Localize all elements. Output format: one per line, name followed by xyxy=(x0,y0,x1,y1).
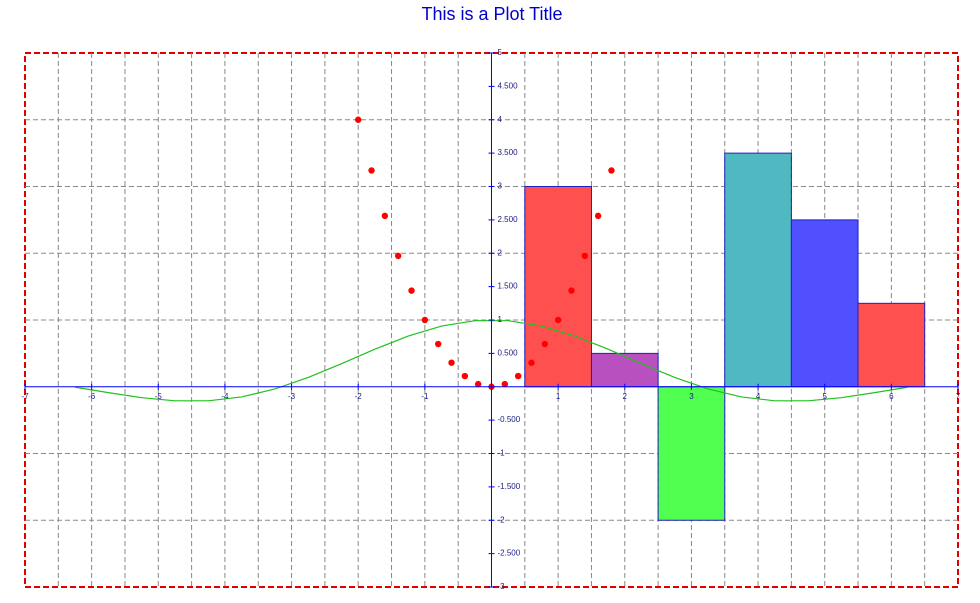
x-tick-label: 6 xyxy=(889,392,894,401)
x-tick-label: 2 xyxy=(623,392,628,401)
y-tick-label: 2 xyxy=(498,248,503,257)
x-tick-label: -5 xyxy=(155,392,163,401)
scatter-point xyxy=(355,116,362,123)
y-tick-label: 3 xyxy=(498,182,503,191)
y-tick-label: -2 xyxy=(498,515,506,524)
chart-title: This is a Plot Title xyxy=(421,4,562,24)
x-tick-label: 7 xyxy=(956,392,961,401)
y-tick-label: 4.500 xyxy=(498,81,519,90)
scatter-point xyxy=(514,372,522,380)
scatter-point xyxy=(541,340,549,348)
x-tick-label: -4 xyxy=(221,392,229,401)
bar xyxy=(657,386,726,521)
scatter-point xyxy=(421,316,429,324)
bar xyxy=(790,219,859,388)
scatter-point xyxy=(448,359,455,366)
scatter-point xyxy=(434,340,442,348)
y-tick-label: 1 xyxy=(498,315,503,324)
y-tick-label: 4 xyxy=(498,115,503,124)
scatter-point xyxy=(461,372,469,380)
y-tick-label: 1.500 xyxy=(498,282,519,291)
y-tick-label: 3.500 xyxy=(498,148,519,157)
x-tick-label: 3 xyxy=(689,392,694,401)
bar xyxy=(857,302,926,388)
bar xyxy=(590,352,659,388)
scatter-point xyxy=(395,252,402,260)
y-tick-label: 5 xyxy=(498,48,503,57)
scatter-point xyxy=(381,212,389,220)
scatter-point xyxy=(408,287,415,294)
x-tick-label: 5 xyxy=(822,392,827,401)
y-tick-label: -2.500 xyxy=(498,549,521,558)
y-tick-label: -0.500 xyxy=(498,415,521,424)
x-tick-label: -7 xyxy=(21,392,29,401)
scatter-point xyxy=(568,287,575,294)
scatter-point xyxy=(474,380,482,388)
scatter-point xyxy=(608,167,615,174)
scatter-point xyxy=(528,359,535,366)
scatter-point xyxy=(554,316,562,324)
x-tick-label: -6 xyxy=(88,392,96,401)
bar xyxy=(524,186,592,388)
y-tick-label: 2.500 xyxy=(498,215,519,224)
x-tick-label: -2 xyxy=(355,392,363,401)
bar xyxy=(724,152,792,388)
y-tick-label: -1.500 xyxy=(498,482,521,491)
scatter-point xyxy=(501,380,509,388)
x-tick-label: 4 xyxy=(756,392,761,401)
x-tick-label: -3 xyxy=(288,392,296,401)
x-tick-label: -1 xyxy=(421,392,429,401)
y-tick-label: -1 xyxy=(498,449,506,458)
scatter-point xyxy=(368,167,375,174)
scatter-point xyxy=(581,252,588,260)
y-tick-label: -3 xyxy=(498,582,506,591)
x-tick-label: 1 xyxy=(556,392,561,401)
y-tick-label: 0.500 xyxy=(498,348,519,357)
scatter-point xyxy=(594,212,602,220)
